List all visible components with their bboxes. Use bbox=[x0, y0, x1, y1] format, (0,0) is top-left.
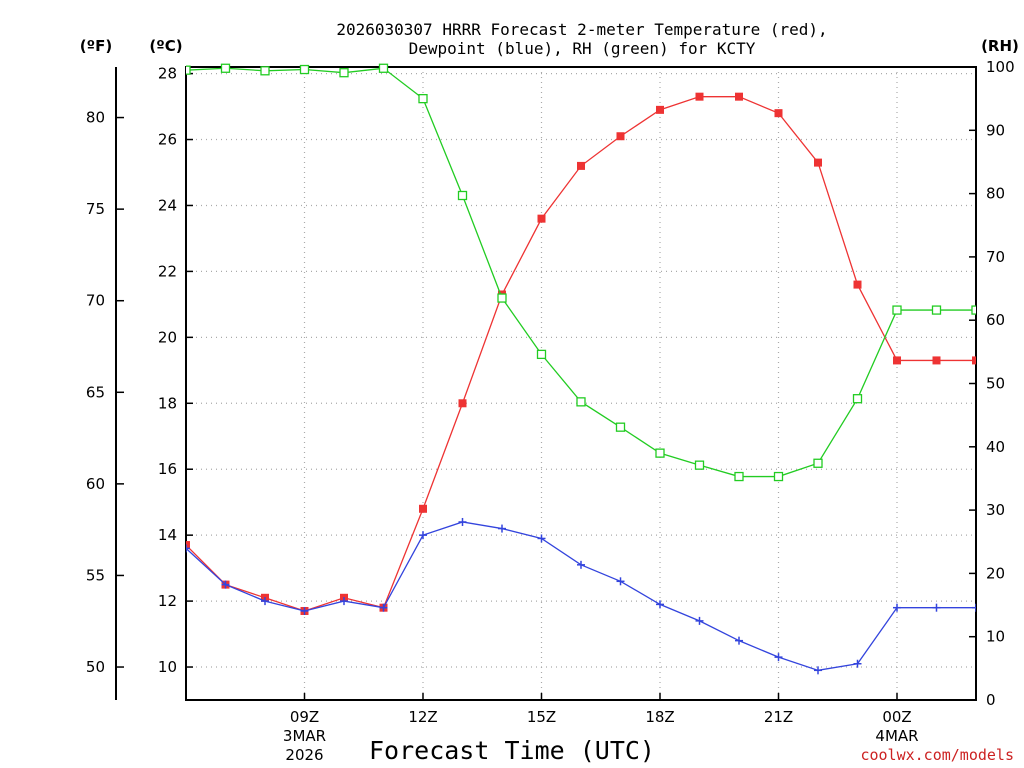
rh-point bbox=[655, 448, 665, 458]
series-2-meter-temperature bbox=[186, 92, 976, 615]
temperature-point bbox=[853, 280, 862, 289]
celsius-tick-label: 22 bbox=[158, 262, 177, 280]
rh-point bbox=[536, 349, 547, 360]
temperature-point bbox=[893, 356, 901, 365]
rh-point bbox=[497, 293, 507, 303]
rh-tick-label: 80 bbox=[986, 185, 1005, 203]
tick-labels: 10 12 14 16 18 20 22 24 26 28 50 55 60 65 70 75 80 0 10 20 3… bbox=[86, 58, 1015, 764]
credit-link[interactable]: coolwx.com/models bbox=[860, 746, 1014, 764]
temperature-point bbox=[458, 399, 467, 408]
fahrenheit-tick-label: 70 bbox=[86, 292, 105, 310]
temperature-point bbox=[186, 541, 190, 550]
rh-tick-label: 0 bbox=[986, 691, 996, 709]
grid-lines bbox=[186, 67, 976, 700]
rh-tick-label: 20 bbox=[986, 564, 1005, 582]
fahrenheit-axis-label: (ºF) bbox=[80, 37, 112, 55]
celsius-tick-label: 18 bbox=[158, 394, 177, 412]
rh-point bbox=[457, 190, 468, 201]
temperature-point bbox=[656, 105, 664, 114]
rh-tick-label: 10 bbox=[986, 628, 1005, 646]
temperature-point bbox=[577, 161, 585, 170]
series-line bbox=[186, 96, 976, 612]
celsius-tick-label: 14 bbox=[158, 526, 177, 544]
data-series bbox=[186, 63, 976, 675]
x-tick-label: 12Z bbox=[408, 708, 437, 726]
fahrenheit-tick-label: 60 bbox=[86, 475, 105, 493]
x-tick-label: 00Z bbox=[882, 708, 911, 726]
rh-point bbox=[734, 471, 744, 482]
rh-point bbox=[852, 394, 863, 404]
rh-point bbox=[220, 63, 231, 73]
fahrenheit-tick-label: 75 bbox=[86, 200, 105, 218]
rh-point bbox=[892, 305, 902, 315]
series-rh bbox=[186, 63, 976, 482]
rh-tick-label: 90 bbox=[986, 121, 1005, 139]
fahrenheit-tick-label: 50 bbox=[86, 658, 105, 676]
rh-point bbox=[378, 63, 389, 73]
rh-point bbox=[339, 68, 349, 78]
celsius-tick-label: 12 bbox=[158, 592, 177, 610]
rh-point bbox=[260, 66, 270, 76]
temperature-point bbox=[537, 214, 546, 223]
series-line bbox=[186, 521, 976, 671]
rh-point bbox=[931, 305, 942, 315]
x-tick-sublabel: 3MAR bbox=[283, 727, 326, 745]
rh-point bbox=[576, 397, 586, 407]
celsius-tick-label: 26 bbox=[158, 131, 177, 149]
fahrenheit-tick-label: 80 bbox=[86, 109, 105, 127]
temperature-point bbox=[774, 109, 783, 118]
x-axis-title: Forecast Time (UTC) bbox=[369, 736, 655, 765]
rh-point bbox=[971, 305, 976, 315]
x-tick-sublabel: 4MAR bbox=[875, 727, 918, 745]
temperature-point bbox=[735, 92, 743, 101]
rh-point bbox=[299, 64, 310, 75]
axes bbox=[115, 66, 977, 701]
rh-tick-label: 70 bbox=[986, 248, 1005, 266]
temperature-point bbox=[616, 132, 625, 141]
celsius-tick-label: 24 bbox=[158, 196, 177, 214]
temperature-point bbox=[419, 504, 427, 513]
rh-tick-label: 60 bbox=[986, 311, 1005, 329]
x-tick-label: 18Z bbox=[645, 708, 674, 726]
rh-axis-label: (RH) bbox=[981, 37, 1019, 55]
x-tick-label: 21Z bbox=[764, 708, 793, 726]
rh-tick-label: 40 bbox=[986, 438, 1005, 456]
rh-point bbox=[694, 460, 705, 470]
temperature-point bbox=[814, 158, 822, 167]
rh-point bbox=[418, 94, 428, 104]
temperature-point bbox=[932, 356, 941, 365]
rh-point bbox=[773, 471, 784, 482]
celsius-tick-label: 10 bbox=[158, 658, 177, 676]
temperature-point bbox=[972, 356, 976, 365]
x-tick-sublabel: 2026 bbox=[285, 746, 323, 764]
chart-title-line2: Dewpoint (blue), RH (green) for KCTY bbox=[409, 39, 756, 58]
rh-tick-label: 50 bbox=[986, 375, 1005, 393]
celsius-tick-label: 20 bbox=[158, 328, 177, 346]
chart-title-line1: 2026030307 HRRR Forecast 2-meter Tempera… bbox=[336, 20, 827, 39]
rh-point bbox=[186, 65, 191, 75]
fahrenheit-tick-label: 55 bbox=[86, 566, 105, 584]
rh-point bbox=[615, 422, 626, 432]
celsius-tick-label: 16 bbox=[158, 460, 177, 478]
x-tick-label: 15Z bbox=[527, 708, 556, 726]
series-dewpoint bbox=[186, 517, 976, 675]
rh-point bbox=[813, 458, 823, 468]
temperature-point bbox=[695, 92, 704, 101]
rh-tick-label: 100 bbox=[986, 58, 1015, 76]
celsius-tick-label: 28 bbox=[158, 65, 177, 83]
x-tick-label: 09Z bbox=[290, 708, 319, 726]
rh-tick-label: 30 bbox=[986, 501, 1005, 519]
celsius-axis-label: (ºC) bbox=[149, 37, 182, 55]
fahrenheit-tick-label: 65 bbox=[86, 383, 105, 401]
